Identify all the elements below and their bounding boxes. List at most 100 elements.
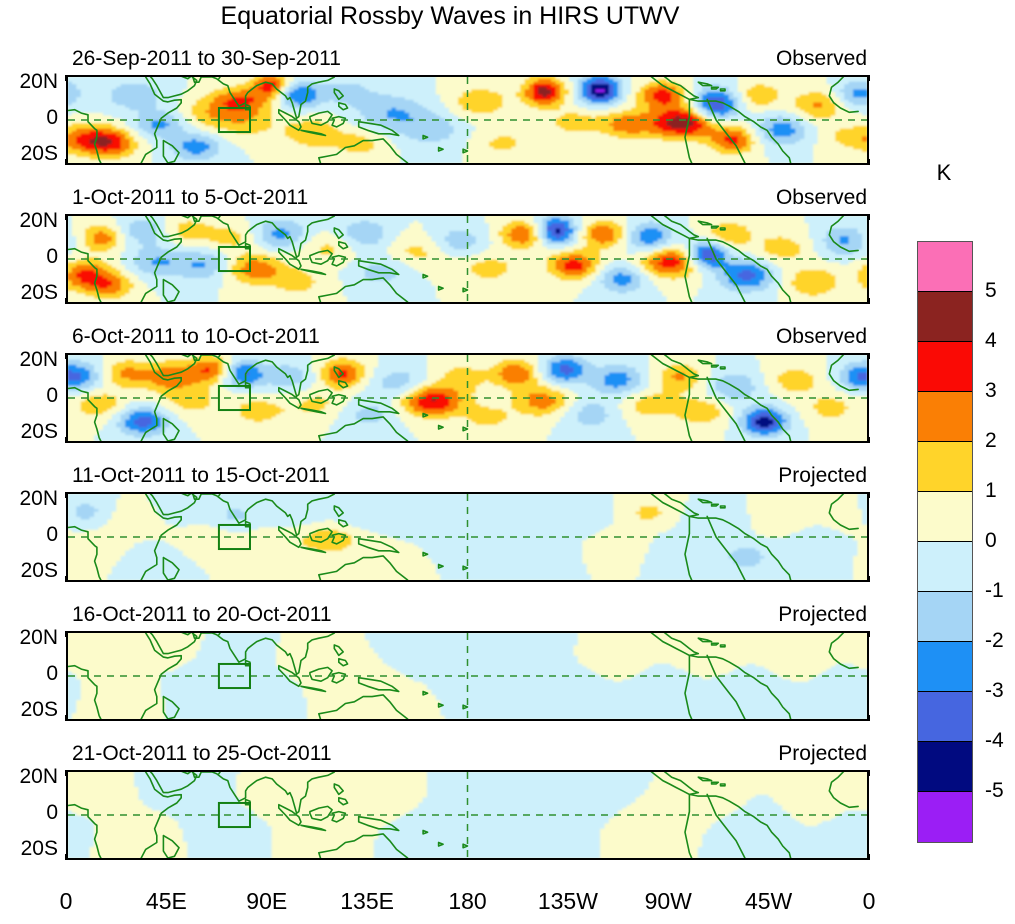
anomaly-field (68, 772, 867, 858)
colorbar-band (918, 742, 972, 792)
reference-box (217, 523, 251, 551)
y-axis-label: 20S (0, 837, 58, 861)
y-axis-label: 0 (0, 384, 58, 408)
coastlines (68, 633, 859, 719)
panel-date-range: 1-Oct-2011 to 5-Oct-2011 (72, 186, 308, 210)
y-axis-label: 20S (0, 142, 58, 166)
y-axis-label: 20S (0, 281, 58, 305)
colorbar-tick-label: 0 (985, 529, 997, 553)
map-panel-4: 11-Oct-2011 to 15-Oct-2011 Projected (66, 464, 869, 582)
reference-box (217, 245, 251, 273)
y-axis-label: 0 (0, 106, 58, 130)
panel-status-label: Projected (778, 464, 867, 488)
anomaly-field (68, 216, 867, 302)
y-axis-label: 20S (0, 559, 58, 583)
panel-date-range: 16-Oct-2011 to 20-Oct-2011 (72, 603, 332, 627)
colorbar-unit-label: K (907, 160, 981, 186)
x-tick (868, 492, 870, 498)
y-axis-label: 0 (0, 662, 58, 686)
x-tick (868, 770, 870, 776)
panel-date-range: 21-Oct-2011 to 25-Oct-2011 (72, 742, 332, 766)
x-axis-label: 45W (745, 888, 792, 915)
colorbar-tick-label: 2 (985, 429, 997, 453)
colorbar-tick-label: 5 (985, 279, 997, 303)
panel-frame (66, 75, 869, 165)
x-axis-label: 45E (146, 888, 187, 915)
y-axis-label: 0 (0, 801, 58, 825)
x-tick (868, 353, 870, 359)
map-panel-2: 1-Oct-2011 to 5-Oct-2011 Observed (66, 186, 869, 304)
colorbar-band (918, 542, 972, 592)
x-tick (868, 298, 870, 304)
x-axis-label: 180 (448, 888, 486, 915)
colorbar-band (918, 792, 972, 842)
coastlines (68, 355, 859, 441)
y-axis-label: 0 (0, 245, 58, 269)
anomaly-field (68, 633, 867, 719)
colorbar-tick-label: -3 (985, 679, 1004, 703)
y-axis-label: 0 (0, 523, 58, 547)
x-tick (868, 576, 870, 582)
x-tick (868, 631, 870, 637)
anomaly-field (68, 355, 867, 441)
map-panel-1: 26-Sep-2011 to 30-Sep-2011 Observed (66, 47, 869, 165)
coastlines (68, 216, 859, 302)
panel-frame (66, 353, 869, 443)
colorbar-band (918, 242, 972, 292)
panel-frame (66, 631, 869, 721)
x-tick (868, 437, 870, 443)
x-tick (868, 75, 870, 81)
x-axis-label: 135E (340, 888, 394, 915)
colorbar-tick-label: -1 (985, 579, 1004, 603)
coastlines (68, 77, 859, 163)
y-axis-label: 20N (0, 70, 58, 94)
panel-date-range: 26-Sep-2011 to 30-Sep-2011 (72, 47, 341, 71)
x-axis-label: 0 (863, 888, 876, 915)
y-axis-label: 20N (0, 765, 58, 789)
x-axis-label: 90E (246, 888, 287, 915)
panel-frame (66, 492, 869, 582)
colorbar-tick-label: 3 (985, 379, 997, 403)
y-axis-label: 20N (0, 487, 58, 511)
panel-frame (66, 770, 869, 860)
colorbar-tick-label: -2 (985, 629, 1004, 653)
panel-status-label: Projected (778, 603, 867, 627)
x-axis-label: 90W (645, 888, 692, 915)
y-axis-label: 20N (0, 209, 58, 233)
y-axis-label: 20S (0, 420, 58, 444)
colorbar-tick-label: 1 (985, 479, 997, 503)
page-title: Equatorial Rossby Waves in HIRS UTWV (0, 2, 900, 31)
x-axis-label: 0 (60, 888, 73, 915)
map-panel-3: 6-Oct-2011 to 10-Oct-2011 Observed (66, 325, 869, 443)
x-tick (868, 854, 870, 860)
coastlines (68, 772, 859, 858)
map-panel-5: 16-Oct-2011 to 20-Oct-2011 Projected (66, 603, 869, 721)
panel-date-range: 11-Oct-2011 to 15-Oct-2011 (72, 464, 330, 488)
colorbar-band (918, 392, 972, 442)
panel-status-label: Observed (776, 186, 867, 210)
y-axis-label: 20N (0, 348, 58, 372)
x-tick (868, 159, 870, 165)
colorbar-band (918, 642, 972, 692)
colorbar-band (918, 692, 972, 742)
panel-date-range: 6-Oct-2011 to 10-Oct-2011 (72, 325, 320, 349)
colorbar-band (918, 292, 972, 342)
colorbar-band (918, 342, 972, 392)
reference-box (217, 106, 251, 134)
reference-box (217, 801, 251, 829)
colorbar-tick-label: 4 (985, 329, 997, 353)
panel-status-label: Observed (776, 47, 867, 71)
colorbar-band (918, 492, 972, 542)
panel-status-label: Projected (778, 742, 867, 766)
reference-box (217, 384, 251, 412)
colorbar-tick-label: -4 (985, 729, 1004, 753)
anomaly-field (68, 77, 867, 163)
colorbar-band (918, 442, 972, 492)
y-axis-label: 20N (0, 626, 58, 650)
panel-status-label: Observed (776, 325, 867, 349)
y-axis-label: 20S (0, 698, 58, 722)
colorbar-band (918, 592, 972, 642)
x-axis-label: 135W (538, 888, 598, 915)
panel-frame (66, 214, 869, 304)
